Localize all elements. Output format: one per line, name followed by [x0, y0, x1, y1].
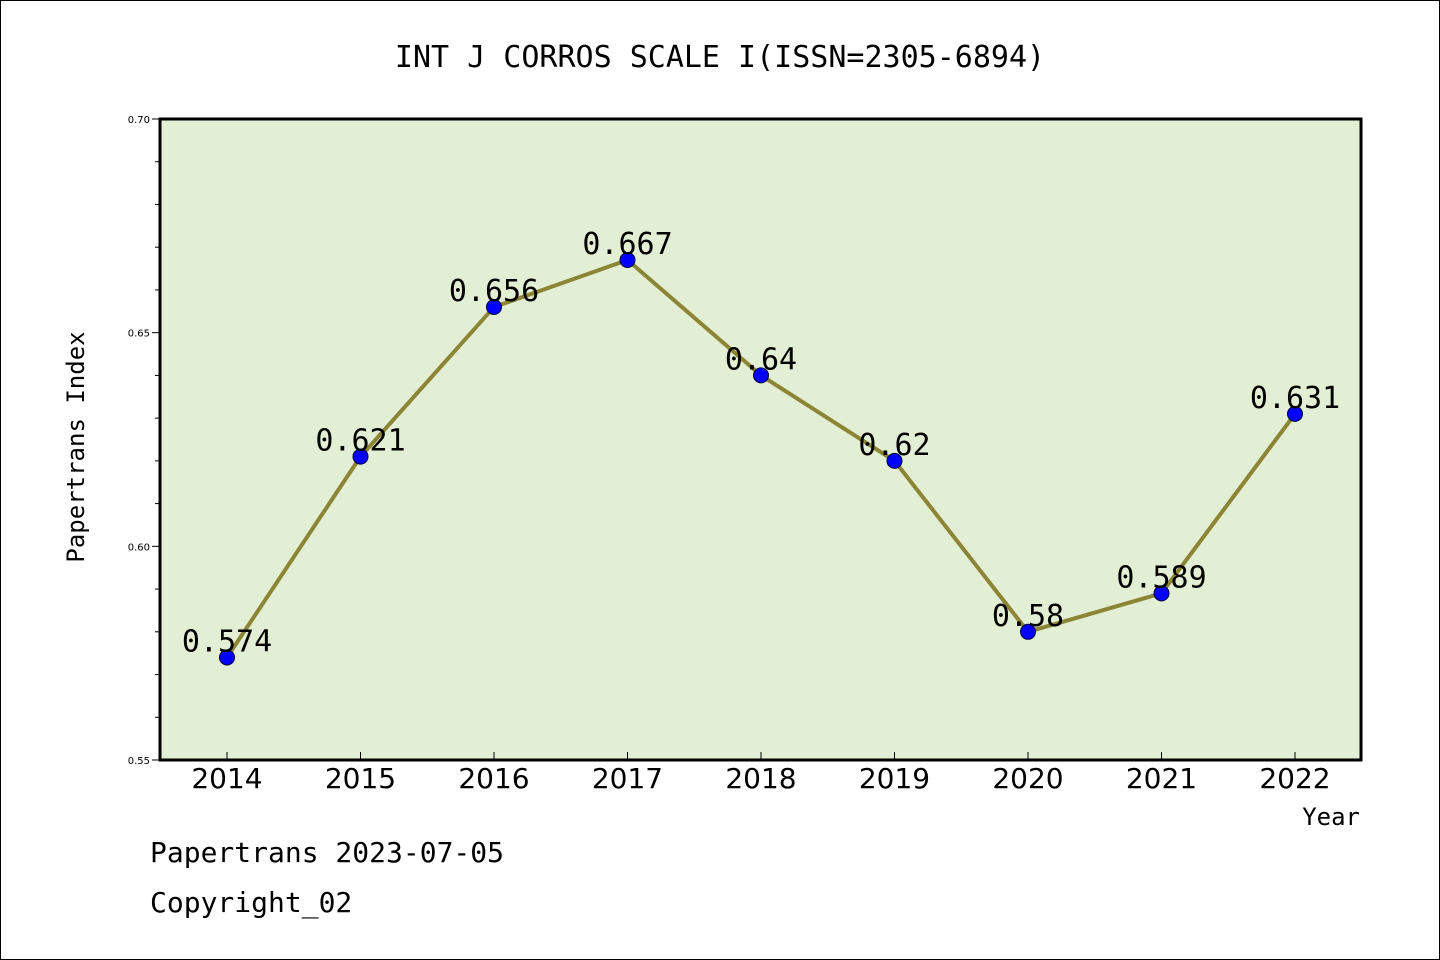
x-tick-label: 2021 — [1126, 762, 1197, 795]
data-label: 0.58 — [992, 599, 1064, 634]
data-point — [753, 367, 769, 384]
x-tick-label: 2019 — [859, 762, 930, 795]
data-point — [1287, 405, 1303, 422]
x-tick-label: 2020 — [992, 762, 1063, 795]
plot-area — [158, 117, 1363, 762]
y-axis-label: Papertrans Index — [62, 331, 90, 562]
x-tick-label: 2017 — [592, 762, 663, 795]
y-tick-label: 0.70 — [128, 115, 150, 126]
data-point — [219, 649, 235, 666]
footer-date: Papertrans 2023-07-05 — [150, 836, 505, 869]
x-tick-label: 2015 — [325, 762, 396, 795]
data-point — [619, 252, 636, 269]
x-tick-label: 2016 — [458, 762, 529, 795]
y-axis: 0.55 0.60 0.65 0.70 — [128, 115, 160, 767]
data-points — [219, 252, 1303, 666]
y-tick-label: 0.65 — [128, 329, 150, 340]
data-label: 0.574 — [182, 624, 272, 659]
data-point — [886, 452, 903, 469]
x-axis: 2014 2015 2016 2017 2018 2019 2020 2021 2022 — [191, 752, 1331, 795]
x-tick-label: 2022 — [1259, 762, 1330, 795]
chart-title: INT J CORROS SCALE I(ISSN=2305-6894) — [395, 40, 1045, 75]
data-label: 0.656 — [449, 274, 539, 309]
data-label: 0.62 — [858, 428, 930, 463]
x-tick-label: 2014 — [191, 762, 262, 795]
data-point — [1020, 623, 1036, 640]
data-label: 0.621 — [315, 424, 405, 459]
y-tick-label: 0.60 — [128, 542, 150, 553]
data-labels: 0.574 0.621 0.656 0.667 0.64 0.62 0.58 0.589 0.6… — [182, 227, 1340, 659]
data-label: 0.64 — [725, 342, 797, 377]
data-point — [486, 299, 502, 316]
footer-copyright: Copyright_02 — [150, 886, 353, 919]
x-axis-label: Year — [1302, 803, 1360, 831]
data-label: 0.667 — [582, 227, 672, 262]
x-tick-label: 2018 — [725, 762, 796, 795]
data-label: 0.631 — [1250, 381, 1340, 416]
data-label: 0.589 — [1116, 560, 1206, 595]
y-tick-label: 0.55 — [128, 756, 150, 767]
data-point — [1153, 585, 1170, 602]
data-point — [352, 448, 369, 465]
